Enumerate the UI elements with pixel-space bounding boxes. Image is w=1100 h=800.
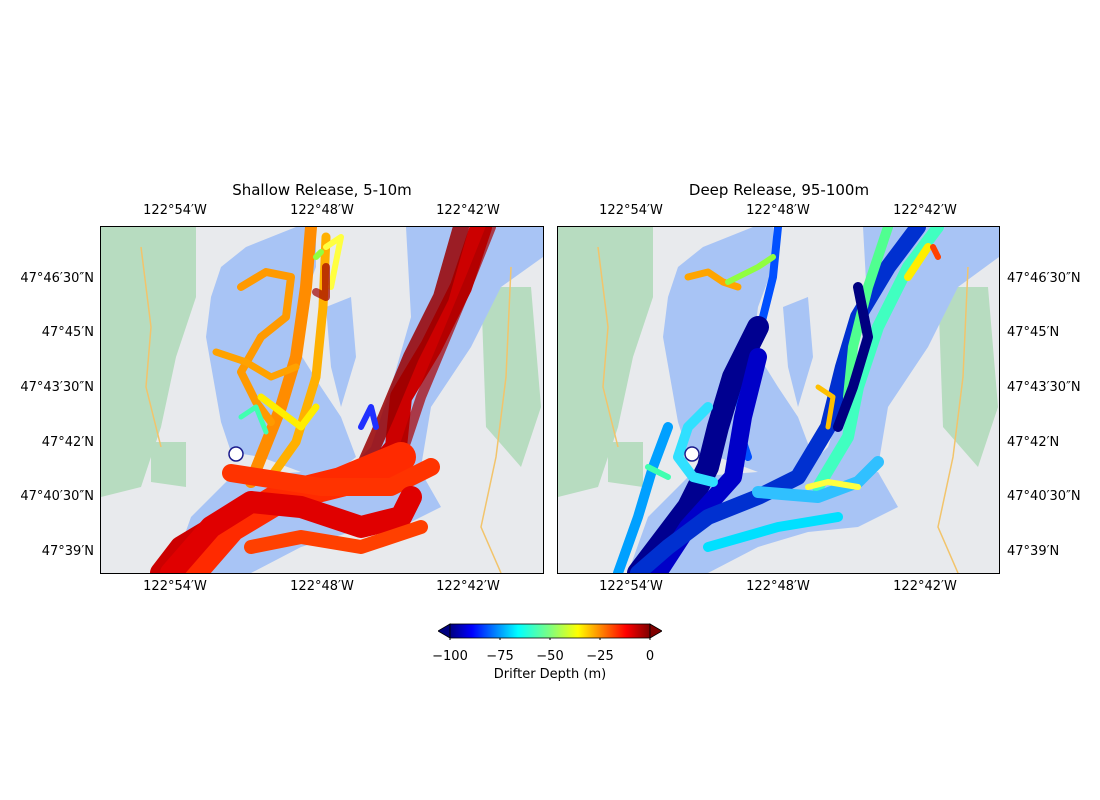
drifter-track xyxy=(312,263,330,301)
release-point-marker xyxy=(228,446,244,462)
road xyxy=(597,246,619,448)
park-area xyxy=(481,287,541,467)
y-tick-left: 47°42′N xyxy=(41,435,94,450)
x-tick-top: 122°42′W xyxy=(893,203,957,218)
y-tick-right: 47°43′30″N xyxy=(1007,380,1081,395)
road xyxy=(140,246,162,448)
y-tick-left: 47°43′30″N xyxy=(20,380,94,395)
park-area xyxy=(608,442,643,487)
road xyxy=(937,266,969,573)
park-area xyxy=(151,442,186,487)
panel-title-deep: Deep Release, 95-100m xyxy=(688,181,870,199)
colorbar-tick: 0 xyxy=(645,649,655,664)
water-body xyxy=(783,297,813,407)
colorbar-tick: −50 xyxy=(536,649,564,664)
y-tick-right: 47°39′N xyxy=(1007,544,1060,559)
release-point-marker xyxy=(684,446,700,462)
map-panel-deep xyxy=(557,226,1000,574)
drifter-track xyxy=(313,249,324,260)
drifter-track xyxy=(703,512,843,552)
x-tick-top: 122°48′W xyxy=(290,203,354,218)
drifter-track xyxy=(645,464,671,480)
drifter-track xyxy=(752,456,884,503)
drifter-track xyxy=(930,244,941,260)
park-area xyxy=(938,287,998,467)
x-tick-top: 122°42′W xyxy=(436,203,500,218)
drifter-track xyxy=(684,268,742,291)
drifter-track xyxy=(673,402,718,487)
drifter-track xyxy=(627,316,769,573)
y-tick-right: 47°46′30″N xyxy=(1007,271,1081,286)
drifter-track xyxy=(245,227,317,488)
y-tick-left: 47°39′N xyxy=(41,544,94,559)
colorbar-tick: −25 xyxy=(586,649,614,664)
road xyxy=(480,266,512,573)
panel-title-shallow: Shallow Release, 5-10m xyxy=(232,181,412,199)
y-tick-left: 47°46′30″N xyxy=(20,271,94,286)
drifter-track xyxy=(222,458,440,496)
x-tick-bottom: 122°42′W xyxy=(436,579,500,594)
y-tick-right: 47°42′N xyxy=(1007,435,1060,450)
drifter-track xyxy=(812,227,944,493)
colorbar-tick: −100 xyxy=(432,649,468,664)
drifter-track xyxy=(160,486,422,573)
drifter-track xyxy=(815,384,836,430)
drifter-track xyxy=(358,404,379,430)
y-tick-right: 47°45′N xyxy=(1007,325,1060,340)
x-tick-top: 122°54′W xyxy=(143,203,207,218)
drifter-track xyxy=(244,520,428,554)
drifter-track xyxy=(237,268,295,426)
colorbar xyxy=(437,622,663,640)
drifter-track xyxy=(725,254,776,285)
water-body xyxy=(326,297,356,407)
x-tick-bottom: 122°48′W xyxy=(290,579,354,594)
drifter-track xyxy=(613,422,673,573)
y-tick-left: 47°40′30″N xyxy=(20,489,94,504)
colorbar-extend-min xyxy=(437,623,451,639)
drifter-track xyxy=(833,282,873,432)
drifter-track xyxy=(805,479,861,490)
drifter-track xyxy=(323,234,344,290)
x-tick-bottom: 122°54′W xyxy=(143,579,207,594)
map-panel-shallow xyxy=(100,226,544,574)
colorbar-label: Drifter Depth (m) xyxy=(493,667,607,682)
y-tick-left: 47°45′N xyxy=(41,325,94,340)
x-tick-bottom: 122°42′W xyxy=(893,579,957,594)
drifter-track xyxy=(257,393,320,431)
drifter-track xyxy=(238,404,269,435)
x-tick-top: 122°54′W xyxy=(599,203,663,218)
x-tick-top: 122°48′W xyxy=(746,203,810,218)
drifter-track xyxy=(904,243,932,281)
x-tick-bottom: 122°48′W xyxy=(746,579,810,594)
colorbar-extend-max xyxy=(649,623,663,639)
drifter-track xyxy=(212,348,300,381)
x-tick-bottom: 122°54′W xyxy=(599,579,663,594)
colorbar-tick: −75 xyxy=(486,649,514,664)
drifter-track xyxy=(358,227,469,470)
drifter-track xyxy=(630,227,926,573)
colorbar-gradient xyxy=(449,623,651,639)
y-tick-right: 47°40′30″N xyxy=(1007,489,1081,504)
